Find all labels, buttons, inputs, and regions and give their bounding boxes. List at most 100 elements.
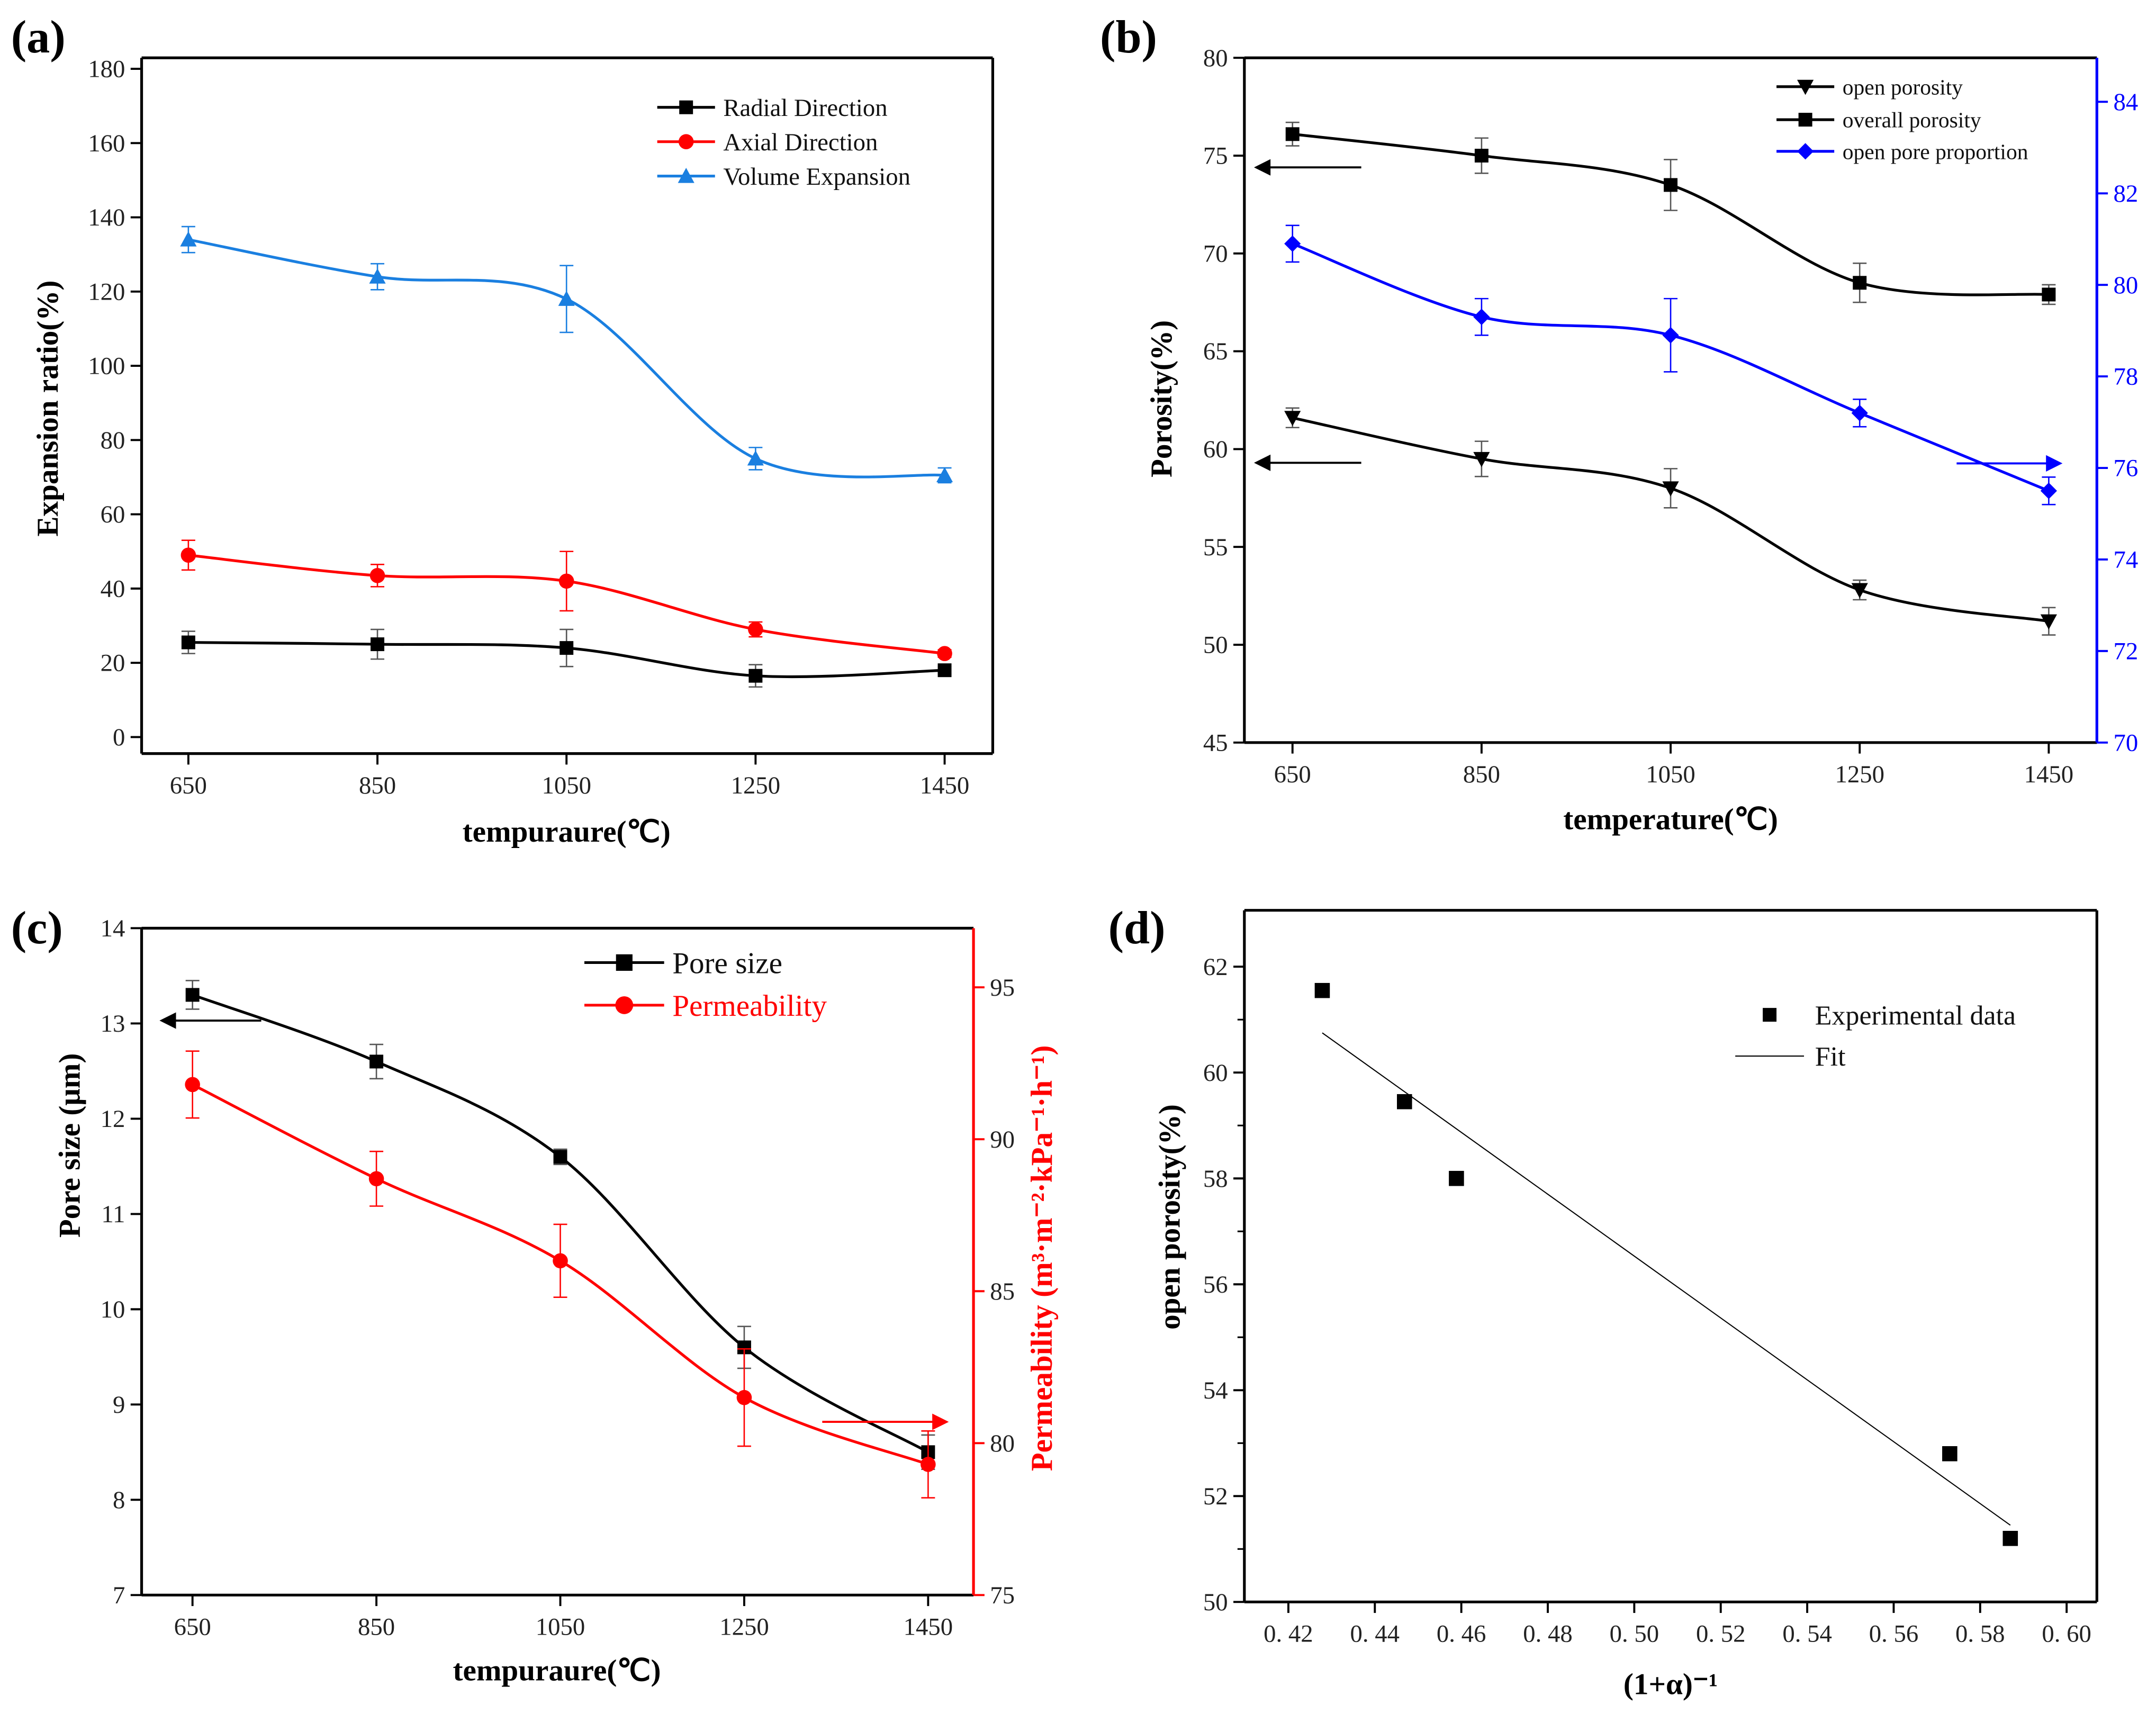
x-axis-title: tempuraure(℃) — [463, 815, 671, 849]
y-axis-title: Expansion ratio(%) — [31, 281, 65, 537]
y2-tick-label: 84 — [2113, 88, 2138, 116]
y-tick-label: 54 — [1203, 1377, 1228, 1404]
data-point — [1851, 404, 1868, 421]
y-tick-label: 75 — [1203, 142, 1228, 170]
x-tick-label: 0. 58 — [1955, 1620, 2005, 1648]
y-tick-label: 12 — [101, 1105, 125, 1133]
data-point — [1449, 1170, 1464, 1186]
data-point — [936, 467, 953, 482]
y-tick-label: 50 — [1203, 1589, 1228, 1616]
x-tick-label: 1250 — [719, 1613, 769, 1641]
y-tick-label: 45 — [1203, 729, 1228, 756]
data-point — [736, 1390, 752, 1405]
x-tick-label: 850 — [358, 1613, 395, 1641]
y2-tick-label: 70 — [2113, 729, 2138, 756]
data-point — [368, 1171, 384, 1187]
chart-panel-d: (d) 0. 42 0. 44 0. 46 0. 48 0. 50 0. 52 0. 54 0.… — [1108, 902, 2098, 1701]
y-tick-label: 7 — [113, 1582, 125, 1609]
y-tick-label: 55 — [1203, 534, 1228, 561]
data-point — [921, 1457, 936, 1472]
legend-marker — [1798, 113, 1812, 127]
x-tick-label: 0. 56 — [1869, 1620, 1919, 1648]
legend-marker — [1763, 1008, 1777, 1022]
data-point — [2040, 614, 2057, 630]
y-tick-label: 52 — [1203, 1483, 1228, 1510]
y-tick-label: 62 — [1203, 953, 1228, 981]
y2-tick-label: 90 — [990, 1126, 1015, 1153]
y2-tick-label: 74 — [2113, 546, 2138, 574]
chart-panel-a: (a) 650 850 1050 1250 1450 0 20 40 60 80 100 120 140 1… — [11, 11, 995, 849]
legend-label: Radial Direction — [723, 94, 887, 122]
panel-label: (b) — [1100, 11, 1157, 63]
legend-item: Experimental data — [1763, 1000, 2016, 1031]
series-permeability — [185, 1050, 936, 1499]
panel-label: (d) — [1108, 902, 1166, 954]
y2-tick-label: 75 — [990, 1582, 1015, 1609]
arrow-left-icon — [1253, 454, 1361, 471]
y-tick-label: 9 — [113, 1391, 125, 1419]
panel-label: (c) — [11, 902, 63, 954]
y-tick-label: 65 — [1203, 338, 1228, 365]
data-point — [2040, 482, 2057, 499]
y-tick-label: 60 — [1203, 1059, 1228, 1087]
data-point — [1284, 235, 1301, 252]
legend-label: overall porosity — [1843, 108, 1981, 132]
legend-item: open pore proportion — [1776, 139, 2028, 164]
legend-item: Radial Direction — [657, 94, 888, 122]
y-tick-label: 11 — [101, 1201, 125, 1228]
x-tick-label: 850 — [359, 772, 396, 799]
data-point — [1284, 411, 1301, 426]
series-pore-size — [185, 980, 935, 1471]
y-tick-label: 180 — [88, 56, 125, 83]
data-point — [558, 291, 575, 306]
data-point — [371, 637, 385, 652]
arrow-left-icon — [159, 1012, 261, 1029]
legend-label: Fit — [1815, 1042, 1846, 1072]
x-tick-label: 0. 48 — [1523, 1620, 1573, 1648]
x-tick-label: 1450 — [2024, 761, 2074, 788]
legend-item: Pore size — [584, 946, 782, 980]
data-point — [553, 1253, 568, 1269]
data-point — [1851, 583, 1868, 599]
data-point — [185, 1077, 200, 1093]
legend-label: Axial Direction — [723, 129, 878, 156]
y2-axis-title: Permeability (m³·m⁻²·kPa⁻¹·h⁻¹) — [1025, 1045, 1059, 1472]
x-axis-title: tempuraure(℃) — [453, 1654, 661, 1687]
x-axis-title: (1+α)⁻¹ — [1623, 1667, 1718, 1701]
series-overall-porosity — [1285, 121, 2056, 305]
data-point — [369, 1054, 384, 1069]
data-point — [1853, 276, 1867, 290]
y2-tick-label: 76 — [2113, 455, 2138, 482]
data-point — [1314, 982, 1330, 998]
y2-tick-label: 80 — [990, 1430, 1015, 1457]
x-tick-label: 0. 60 — [2042, 1620, 2091, 1648]
legend-marker — [679, 100, 693, 114]
data-point — [937, 663, 952, 678]
y2-tick-label: 82 — [2113, 180, 2138, 208]
y-tick-label: 58 — [1203, 1165, 1228, 1193]
x-tick-label: 1050 — [1646, 761, 1695, 788]
data-point — [1474, 149, 1489, 163]
data-point — [1285, 127, 1300, 141]
legend-item: open porosity — [1776, 75, 1963, 99]
y-tick-label: 160 — [88, 130, 125, 157]
data-point — [369, 568, 385, 583]
y-tick-label: 14 — [101, 915, 125, 942]
data-point — [2042, 287, 2056, 302]
y-axis-title: Pore size (μm) — [53, 1053, 87, 1238]
panel-label: (a) — [11, 11, 66, 63]
data-point — [1473, 452, 1490, 467]
legend-item: overall porosity — [1776, 108, 1981, 132]
data-point — [1662, 327, 1679, 344]
data-point — [747, 450, 764, 466]
chart-panel-b: (b) 650 850 1050 1250 1450 45 50 55 60 65 70 75 80 70 7… — [1100, 11, 2138, 836]
x-tick-label: 1250 — [731, 772, 781, 799]
arrow-head — [932, 1413, 949, 1430]
y2-tick-label: 85 — [990, 1278, 1015, 1305]
y-tick-label: 50 — [1203, 632, 1228, 659]
series-open-pore-proportion — [1284, 224, 2057, 506]
arrow-head — [159, 1012, 176, 1029]
legend-marker — [678, 168, 694, 183]
y-tick-label: 70 — [1203, 240, 1228, 267]
y-tick-label: 40 — [101, 575, 125, 602]
